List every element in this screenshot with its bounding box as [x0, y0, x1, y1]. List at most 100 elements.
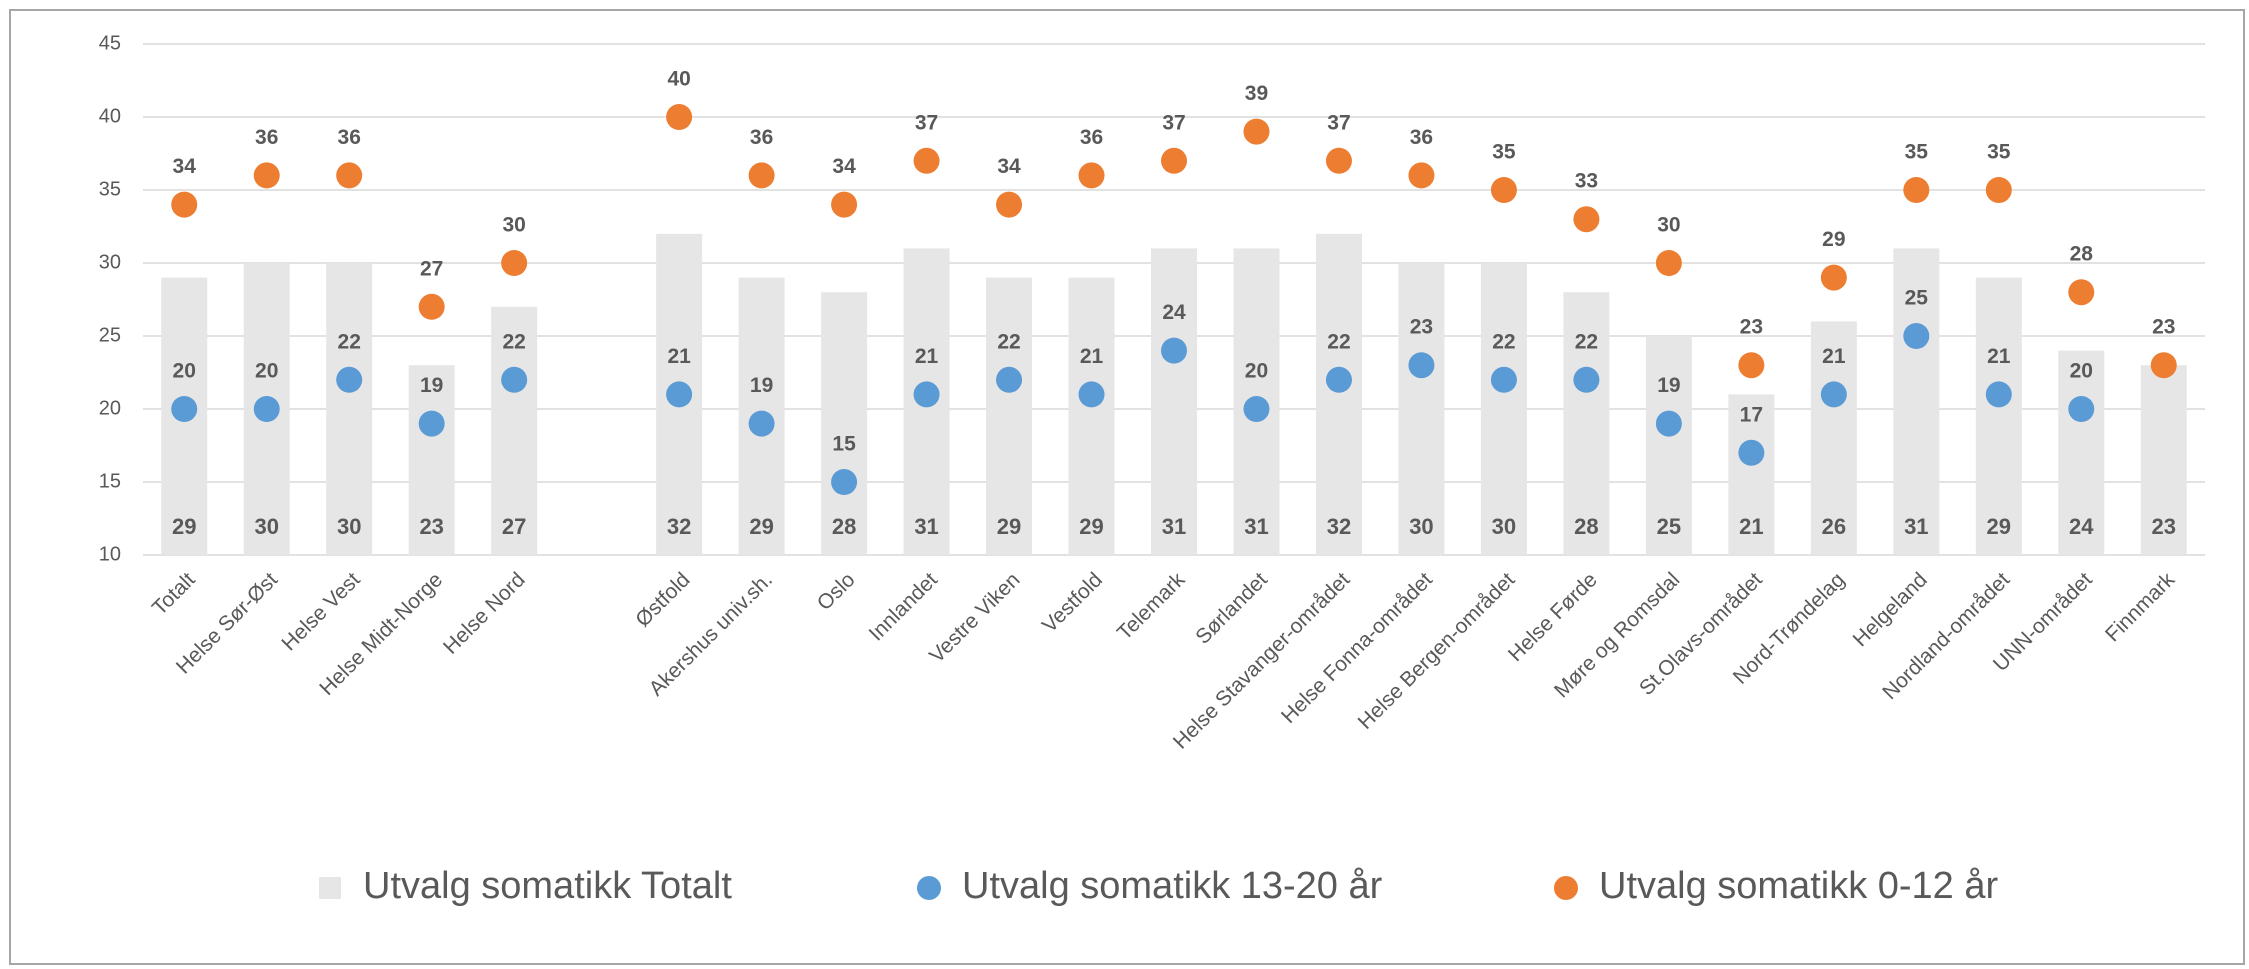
- dot: [501, 366, 528, 393]
- dot-label: 15: [832, 433, 856, 456]
- bar: [1975, 277, 2022, 555]
- dot-label: 20: [173, 360, 196, 383]
- dot-label: 30: [502, 214, 525, 237]
- dot: [913, 381, 940, 408]
- dot-label: 22: [1575, 330, 1598, 353]
- bar: [1480, 263, 1527, 555]
- dot: [1985, 381, 2012, 408]
- y-tick-label: 15: [99, 470, 121, 492]
- dot: [253, 162, 280, 189]
- bar-label: 29: [997, 514, 1021, 539]
- bar-label: 31: [1904, 514, 1928, 539]
- dot-label: 36: [750, 126, 773, 149]
- dot: [418, 410, 445, 437]
- dot: [831, 469, 858, 495]
- dot: [1408, 352, 1435, 379]
- dot: [1738, 352, 1765, 379]
- bar: [2058, 350, 2105, 555]
- dot-label: 39: [1245, 82, 1268, 105]
- dot: [1408, 162, 1435, 189]
- dot: [2150, 352, 2177, 379]
- bar-label: 29: [749, 514, 773, 539]
- bar-label: 32: [1327, 514, 1351, 539]
- dot: [1738, 439, 1765, 466]
- bar: [491, 306, 538, 555]
- dot: [1655, 250, 1682, 276]
- dot-label: 20: [2070, 360, 2093, 383]
- bar-label: 29: [172, 514, 196, 539]
- bar: [1645, 336, 1692, 555]
- dot-label: 35: [1492, 141, 1516, 164]
- dot-label: 34: [997, 155, 1021, 178]
- bar-label: 30: [1409, 514, 1433, 539]
- dot: [666, 381, 693, 408]
- dot-label: 29: [1822, 228, 1845, 251]
- bar: [326, 263, 373, 555]
- y-tick-label: 30: [99, 251, 121, 273]
- bar: [1151, 248, 1197, 555]
- dot: [748, 410, 775, 437]
- bar-label: 31: [1244, 514, 1268, 539]
- bar-label: 30: [254, 514, 278, 539]
- dot: [1573, 206, 1600, 233]
- dot-label: 22: [1492, 330, 1515, 353]
- dot: [501, 250, 528, 276]
- dot: [1573, 366, 1600, 393]
- dot: [2068, 279, 2095, 306]
- dot: [1490, 177, 1517, 203]
- dot: [831, 191, 858, 218]
- dot-label: 37: [915, 111, 938, 134]
- dot-label: 19: [420, 374, 443, 397]
- dot-label: 36: [1410, 126, 1433, 149]
- dot: [1903, 177, 1930, 203]
- dot-label: 30: [1657, 214, 1680, 237]
- dot: [1078, 162, 1105, 189]
- dot-label: 22: [502, 330, 525, 353]
- dot: [913, 147, 940, 174]
- bar: [986, 277, 1033, 555]
- dot: [748, 162, 775, 189]
- dot-label: 24: [1162, 301, 1186, 324]
- dot-label: 21: [1987, 345, 2011, 368]
- dot-label: 23: [1410, 316, 1433, 339]
- dot: [1243, 396, 1270, 422]
- dot-label: 21: [1080, 345, 1104, 368]
- y-tick-label: 25: [99, 324, 121, 346]
- dot-label: 25: [1905, 287, 1929, 310]
- dot: [171, 191, 198, 218]
- y-tick-label: 10: [99, 543, 121, 565]
- dot-label: 22: [338, 330, 361, 353]
- dot-label: 34: [173, 155, 197, 178]
- dot-label: 40: [667, 68, 690, 91]
- dot: [1161, 147, 1187, 174]
- bar-label: 32: [667, 514, 691, 539]
- dot-label: 23: [1740, 316, 1763, 339]
- y-tick-label: 45: [99, 32, 121, 54]
- bar: [2140, 365, 2187, 555]
- dot: [1325, 147, 1352, 174]
- y-tick-label: 40: [99, 105, 121, 127]
- bar: [1068, 277, 1115, 555]
- dot: [1820, 264, 1847, 291]
- bar-label: 23: [2152, 514, 2176, 539]
- dot-label: 21: [667, 345, 691, 368]
- bar: [821, 292, 868, 555]
- legend-label: Utvalg somatikk Totalt: [363, 865, 732, 907]
- dot-label: 20: [255, 360, 278, 383]
- bar-label: 30: [1492, 514, 1516, 539]
- dot: [253, 396, 280, 422]
- dot-label: 35: [1987, 141, 2011, 164]
- dot-label: 22: [997, 330, 1020, 353]
- dot: [1820, 381, 1847, 408]
- bar-label: 27: [502, 514, 526, 539]
- bar-label: 31: [914, 514, 938, 539]
- dot-label: 36: [1080, 126, 1103, 149]
- dot-label: 20: [1245, 360, 1268, 383]
- bar-label: 29: [1987, 514, 2011, 539]
- legend-swatch: [319, 877, 341, 899]
- dot-label: 28: [2070, 243, 2094, 266]
- dot: [2068, 396, 2095, 422]
- legend-label: Utvalg somatikk 0-12 år: [1599, 865, 1998, 907]
